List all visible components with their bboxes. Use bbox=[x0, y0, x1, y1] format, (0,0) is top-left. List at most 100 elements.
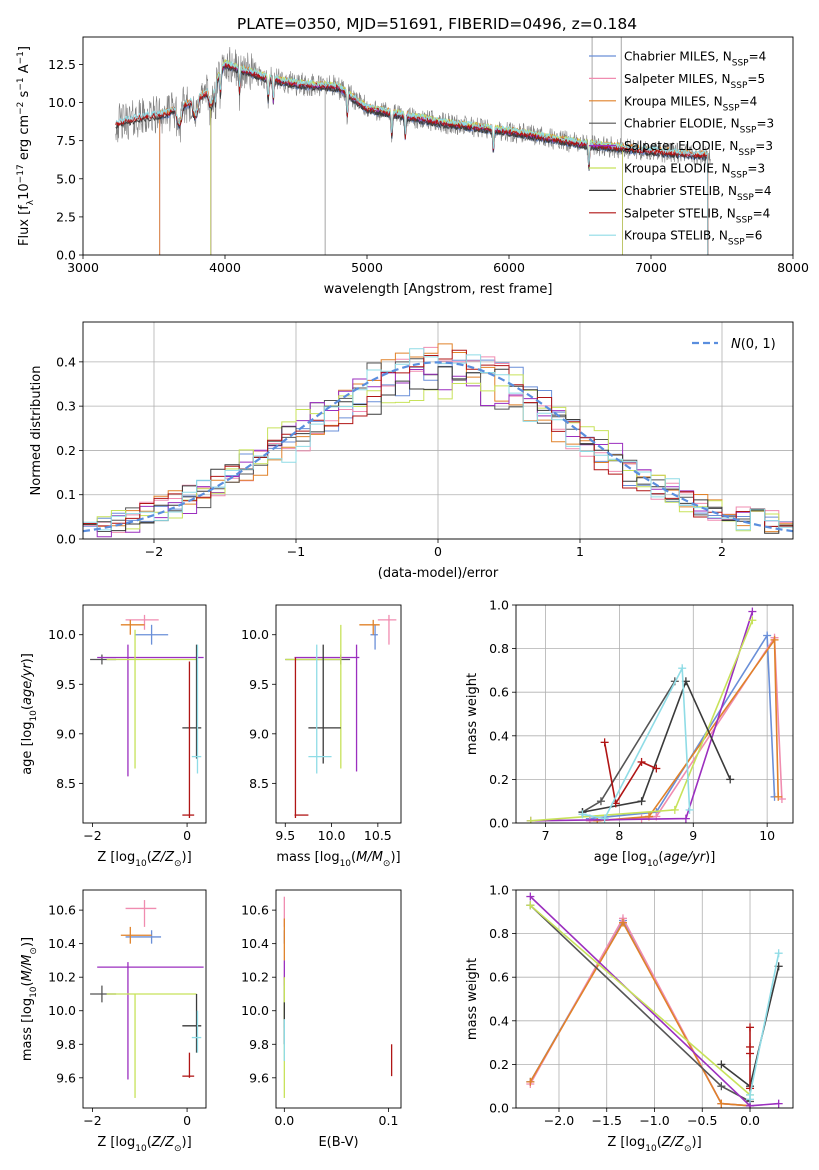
x-tick-label: 3000 bbox=[67, 260, 99, 275]
y-tick-label: 9.0 bbox=[56, 726, 76, 741]
y-tick-label: 10.6 bbox=[48, 903, 76, 918]
x-tick-label: 0 bbox=[183, 828, 191, 843]
y-tick-label: 10.6 bbox=[241, 903, 269, 918]
y-tick-label: 8.5 bbox=[249, 776, 269, 791]
x-tick-label: −1.0 bbox=[639, 1113, 669, 1128]
axes-frame bbox=[515, 604, 794, 824]
legend-entry: Chabrier STELIB, NSSP=4 bbox=[624, 184, 772, 203]
x-tick-label: 0 bbox=[434, 544, 442, 559]
errorbar-point-kroupa_elodie bbox=[106, 993, 197, 1098]
y-tick-label: 10.4 bbox=[241, 936, 269, 951]
weight-line-chabrier_stelib bbox=[582, 679, 731, 813]
errorbar-point-kroupa_stelib bbox=[191, 644, 202, 774]
weight-marker-kroupa_elodie bbox=[526, 816, 535, 823]
weight-marker-kroupa_elodie bbox=[526, 901, 535, 910]
x-tick-label: 0.0 bbox=[740, 1113, 760, 1128]
y-tick-label: 5.0 bbox=[56, 171, 76, 186]
weight-marker-salpeter_miles bbox=[585, 816, 594, 823]
errorbar-point-salpeter_miles bbox=[377, 614, 397, 645]
y-tick-label: 0.6 bbox=[489, 970, 509, 985]
legend-entry: Kroupa ELODIE, NSSP=3 bbox=[624, 162, 765, 181]
axes-frame bbox=[275, 889, 402, 1109]
x-tick-label: 10.5 bbox=[364, 828, 392, 843]
y-tick-label: 9.5 bbox=[56, 677, 76, 692]
weight-marker-kroupa_stelib bbox=[578, 810, 587, 819]
histogram-kroupa_stelib bbox=[83, 348, 793, 531]
y-tick-label: 0.0 bbox=[489, 816, 509, 831]
weight-marker-salpeter_stelib bbox=[637, 757, 646, 766]
y-tick-label: 0.2 bbox=[489, 1057, 509, 1072]
x-tick-label: 8000 bbox=[777, 260, 809, 275]
panel-mass_vs_ebv: 0.0 0.1 9.6 9.8 10.0 10.2 10.4 10.6 E(B-V) bbox=[241, 889, 402, 1150]
weight-marker-chabrier_miles bbox=[763, 631, 772, 640]
x-tick-label: 7000 bbox=[635, 260, 667, 275]
y-tick-label: 0.2 bbox=[56, 443, 76, 458]
weight-marker-salpeter_elodie bbox=[774, 1099, 783, 1108]
x-axis-label: age [log10(age/yr)] bbox=[594, 850, 716, 869]
y-tick-label: 10.2 bbox=[241, 970, 269, 985]
y-axis-label: mass weight bbox=[465, 673, 480, 755]
weight-line-salpeter_miles bbox=[529, 916, 751, 1107]
weight-marker-salpeter_stelib bbox=[652, 764, 661, 773]
errorbar-point-kroupa_miles bbox=[359, 619, 380, 635]
weight-marker-kroupa_miles bbox=[618, 918, 627, 927]
y-tick-label: 0.4 bbox=[489, 1013, 509, 1028]
x-tick-label: −1 bbox=[287, 544, 305, 559]
weight-marker-chabrier_stelib bbox=[726, 775, 735, 784]
x-tick-label: 9 bbox=[689, 828, 697, 843]
normal-distribution-curve bbox=[83, 361, 793, 533]
weight-marker-kroupa_elodie bbox=[670, 805, 679, 814]
legend-entry: Salpeter ELODIE, NSSP=3 bbox=[624, 139, 773, 158]
y-axis-label: age [log10(age/yr)] bbox=[20, 653, 39, 775]
weight-line-kroupa_miles bbox=[597, 637, 779, 822]
y-axis-label: mass weight bbox=[465, 958, 480, 1040]
legend: Chabrier MILES, NSSP=4 Salpeter MILES, NS… bbox=[589, 50, 774, 248]
x-axis-label: Z [log10(Z/Z⊙)] bbox=[97, 850, 191, 869]
legend-entry: Chabrier MILES, NSSP=4 bbox=[624, 50, 766, 69]
y-tick-label: 0.0 bbox=[489, 1101, 509, 1116]
errorbar-point-kroupa_miles bbox=[120, 926, 152, 944]
weight-marker-kroupa_miles bbox=[593, 816, 602, 823]
errorbar-point-salpeter_elodie bbox=[97, 962, 204, 1080]
y-tick-label: 9.6 bbox=[56, 1070, 76, 1085]
panel-mass_weight_vs_Z: −2.0 −1.5 −1.0 −0.5 0.0 0.0 0.2 0.4 0.6 0.8 1.0 Z [… bbox=[465, 883, 794, 1154]
x-tick-label: −2 bbox=[83, 828, 101, 843]
legend-entry-normal: N(0, 1) bbox=[731, 337, 776, 352]
y-tick-label: 9.8 bbox=[56, 1037, 76, 1052]
axes-frame bbox=[515, 889, 794, 1109]
y-tick-label: 9.8 bbox=[249, 1037, 269, 1052]
y-axis-label: Normed distribution bbox=[29, 366, 44, 496]
y-tick-label: 10.2 bbox=[48, 970, 76, 985]
errorbar-point-kroupa_elodie bbox=[106, 629, 197, 769]
legend-entry: Chabrier ELODIE, NSSP=3 bbox=[624, 117, 774, 136]
weight-marker-kroupa_miles bbox=[774, 792, 783, 801]
x-tick-label: −0.5 bbox=[687, 1113, 717, 1128]
x-axis-label: wavelength [Angstrom, rest frame] bbox=[324, 282, 553, 297]
errorbar-point-chabrier_stelib bbox=[182, 644, 202, 759]
y-tick-label: 2.5 bbox=[56, 209, 76, 224]
panel-age_vs_mass: 9.5 10.0 10.5 8.5 9.0 9.5 10.0 mass [log10(M/M⊙… bbox=[241, 604, 402, 869]
weight-line-kroupa_stelib bbox=[749, 953, 780, 1100]
x-axis-label: mass [log10(M/M⊙)] bbox=[276, 850, 400, 869]
legend-entry: Salpeter STELIB, NSSP=4 bbox=[624, 206, 770, 225]
errorbar-point-kroupa_elodie bbox=[285, 624, 342, 769]
errorbar-point-salpeter_stelib bbox=[182, 661, 195, 819]
errorbar-point-chabrier_miles bbox=[135, 624, 169, 645]
weight-marker-chabrier_stelib bbox=[717, 1060, 726, 1069]
y-tick-label: 9.0 bbox=[249, 726, 269, 741]
weight-line-chabrier_miles bbox=[589, 632, 776, 820]
weight-marker-salpeter_elodie bbox=[526, 892, 535, 901]
weight-marker-salpeter_stelib bbox=[746, 1023, 755, 1032]
y-tick-label: 10.0 bbox=[48, 627, 76, 642]
weight-marker-kroupa_elodie bbox=[748, 616, 757, 625]
y-axis-label: mass [log10(M/M⊙)] bbox=[20, 937, 39, 1061]
axes-frame bbox=[82, 36, 794, 256]
legend-entry: Kroupa MILES, NSSP=4 bbox=[624, 94, 757, 113]
errorbar-point-kroupa_miles bbox=[120, 619, 145, 635]
x-axis-label: (data-model)/error bbox=[378, 566, 499, 581]
panel-residuals: −2 −1 0 1 2 0.0 0.1 0.2 0.3 0.4 (data-model)/error… bbox=[29, 321, 794, 581]
figure-title: PLATE=0350, MJD=51691, FIBERID=0496, z=0… bbox=[237, 15, 637, 33]
errorbar-point-salpeter_stelib bbox=[294, 657, 309, 819]
plot-area bbox=[283, 896, 393, 1098]
